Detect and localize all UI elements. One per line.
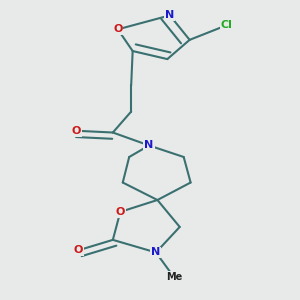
- Text: N: N: [151, 248, 160, 257]
- Text: O: O: [74, 245, 83, 255]
- Text: N: N: [144, 140, 154, 151]
- Text: O: O: [113, 24, 122, 34]
- Text: O: O: [72, 126, 81, 136]
- Text: Me: Me: [166, 272, 182, 282]
- Text: N: N: [165, 11, 174, 20]
- Text: O: O: [116, 207, 125, 217]
- Text: Cl: Cl: [221, 20, 233, 30]
